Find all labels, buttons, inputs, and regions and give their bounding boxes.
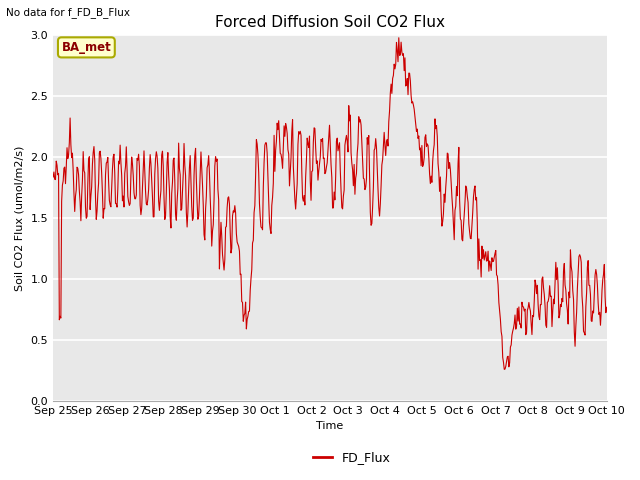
X-axis label: Time: Time <box>316 421 344 432</box>
Text: BA_met: BA_met <box>61 41 111 54</box>
Y-axis label: Soil CO2 Flux (umol/m2/s): Soil CO2 Flux (umol/m2/s) <box>15 145 25 291</box>
Title: Forced Diffusion Soil CO2 Flux: Forced Diffusion Soil CO2 Flux <box>215 15 445 30</box>
Text: No data for f_FD_B_Flux: No data for f_FD_B_Flux <box>6 7 131 18</box>
Legend: FD_Flux: FD_Flux <box>308 446 396 469</box>
